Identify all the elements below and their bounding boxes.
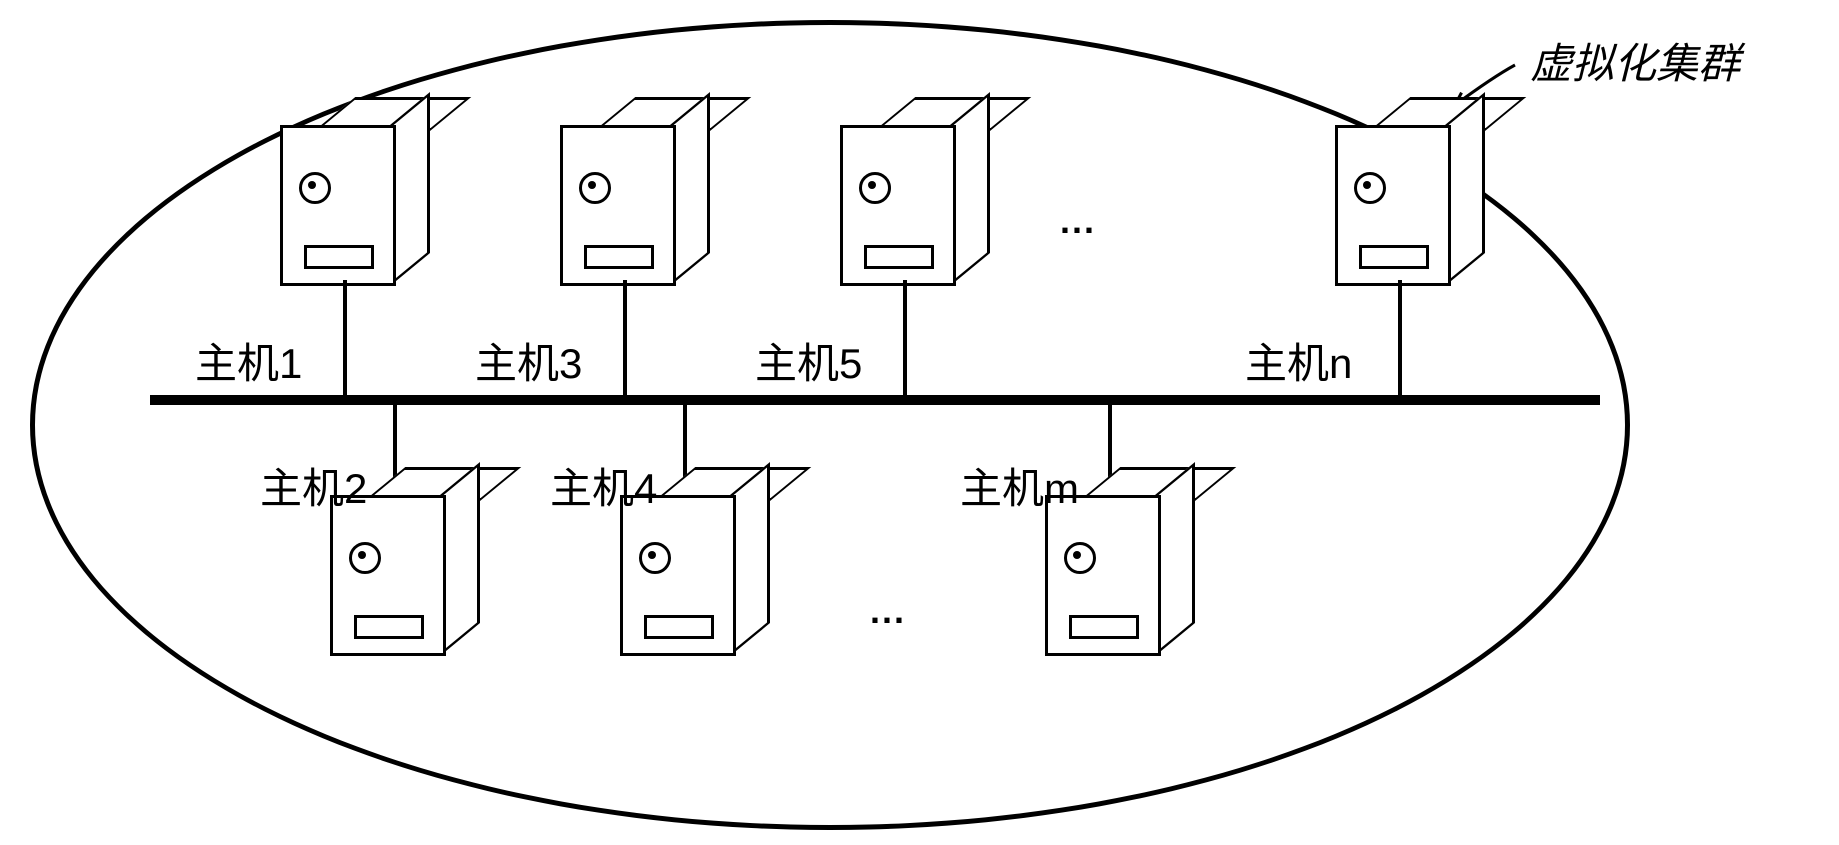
- server-icon: [840, 97, 984, 280]
- host-label: 主机n: [1245, 330, 1352, 391]
- host-label: 主机2: [260, 455, 367, 516]
- host-label: 主机m: [960, 455, 1079, 516]
- host-label: 主机1: [195, 330, 302, 391]
- host-label: 主机4: [550, 455, 657, 516]
- bus-drop-line: [903, 280, 907, 400]
- server-icon: [560, 97, 704, 280]
- host-label: 主机3: [475, 330, 582, 391]
- bus-drop-line: [623, 280, 627, 400]
- bus-drop-line: [1398, 280, 1402, 400]
- diagram-canvas: 虚拟化集群 主机1 主机3 主机5... 主机n 主机2 主机4... 主机m: [0, 0, 1839, 845]
- bus-drop-line: [343, 280, 347, 400]
- ellipsis: ...: [870, 590, 906, 632]
- ellipsis: ...: [1060, 200, 1096, 242]
- network-bus: [150, 395, 1600, 405]
- cluster-label: 虚拟化集群: [1530, 30, 1740, 91]
- server-icon: [280, 97, 424, 280]
- server-icon: [1335, 97, 1479, 280]
- host-label: 主机5: [755, 330, 862, 391]
